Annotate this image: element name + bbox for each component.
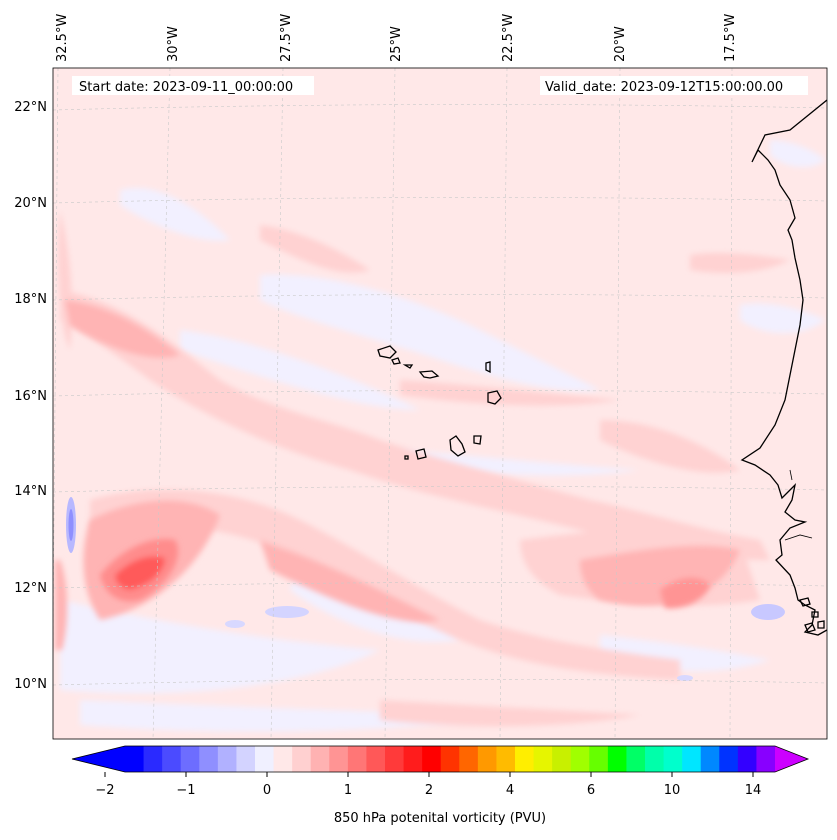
colorbar-segment — [589, 746, 609, 772]
colorbar-segments — [125, 746, 776, 772]
colorbar-segment — [570, 746, 590, 772]
lat-label: 18°N — [14, 292, 47, 307]
map-panel[interactable] — [52, 68, 827, 739]
start-date-label: Start date: 2023-09-11_00:00:00 — [79, 80, 293, 95]
lat-label: 22°N — [14, 100, 47, 115]
lat-label: 20°N — [14, 196, 47, 211]
pv-positive-strong — [100, 539, 710, 609]
colorbar-segment — [236, 746, 256, 772]
colorbar-segment — [180, 746, 200, 772]
colorbar-tick-label: 2 — [425, 783, 433, 798]
colorbar-segment — [385, 746, 405, 772]
cabo-verde-sao-nicolau — [402, 364, 414, 369]
colorbar-segment — [645, 746, 665, 772]
colorbar-tick-label: −2 — [95, 783, 114, 798]
colorbar-segment — [125, 746, 145, 772]
lon-label: 22.5°W — [501, 14, 516, 62]
colorbar-tick-label: 0 — [263, 783, 271, 798]
colorbar-segment — [440, 746, 460, 772]
colorbar-segment — [719, 746, 739, 772]
lat-label: 12°N — [14, 581, 47, 596]
colorbar-segment — [496, 746, 516, 772]
lat-label: 16°N — [14, 389, 47, 404]
colorbar-segment — [310, 746, 330, 772]
cabo-verde-brava — [404, 455, 409, 460]
colorbar: −2 −1 0 1 2 4 6 10 14 850 hPa potenital … — [71, 745, 810, 826]
colorbar-segment — [162, 746, 182, 772]
cabo-verde-santiago — [449, 435, 466, 457]
cabo-verde-sal — [485, 361, 491, 374]
colorbar-segment — [143, 746, 163, 772]
lac-de-guiers — [789, 469, 793, 481]
colorbar-segment — [682, 746, 702, 772]
coastlines — [377, 99, 827, 636]
colorbar-tick-label: −1 — [176, 783, 195, 798]
cabo-verde-sao-vicente — [391, 357, 401, 365]
lat-label: 14°N — [14, 484, 47, 499]
valid-date-label: Valid_date: 2023-09-12T15:00:00.00 — [545, 80, 783, 95]
lon-label: 32.5°W — [55, 14, 70, 62]
colorbar-tick-label: 6 — [587, 783, 595, 798]
colorbar-segment — [329, 746, 349, 772]
valid-date-box — [540, 76, 808, 95]
lon-label: 27.5°W — [279, 14, 294, 62]
colorbar-segment — [515, 746, 535, 772]
colorbar-outline — [71, 745, 810, 773]
colorbar-label: 850 hPa potenital vorticity (PVU) — [334, 811, 546, 826]
map-frame — [52, 67, 828, 740]
bijagos-islands — [799, 597, 825, 633]
colorbar-segment — [403, 746, 423, 772]
colorbar-segment — [217, 746, 238, 772]
africa-coast — [740, 99, 827, 636]
cabo-verde-santo-antao — [377, 345, 397, 359]
colorbar-segment — [756, 746, 776, 772]
colorbar-segment — [552, 746, 572, 772]
gambia-river — [784, 534, 813, 541]
start-date-box — [72, 76, 314, 95]
latitude-labels: 22°N 20°N 18°N 16°N 14°N 12°N 10°N — [14, 100, 47, 692]
colorbar-over-arrow — [775, 746, 808, 772]
lon-label: 17.5°W — [723, 14, 738, 62]
lon-label: 30°W — [166, 26, 181, 62]
colorbar-segment — [347, 746, 368, 772]
colorbar-tick-label: 14 — [745, 783, 762, 798]
colorbar-segment — [459, 746, 479, 772]
header-labels: Start date: 2023-09-11_00:00:00 Valid_da… — [72, 76, 808, 95]
colorbar-under-arrow — [72, 746, 125, 772]
lat-label: 10°N — [14, 677, 47, 692]
colorbar-segment — [607, 746, 628, 772]
colorbar-segment — [292, 746, 312, 772]
colorbar-segment — [663, 746, 683, 772]
gridlines — [53, 68, 827, 739]
cabo-verde-maio — [473, 435, 482, 445]
colorbar-segment — [422, 746, 442, 772]
lon-label: 20°W — [613, 26, 628, 62]
colorbar-ticks: −2 −1 0 1 2 4 6 10 14 — [95, 772, 761, 798]
colorbar-segment — [477, 746, 498, 772]
colorbar-tick-label: 10 — [664, 783, 681, 798]
pv-negative-regions — [60, 140, 825, 732]
colorbar-segment — [626, 746, 646, 772]
colorbar-segment — [255, 746, 275, 772]
colorbar-segment — [737, 746, 758, 772]
colorbar-segment — [533, 746, 553, 772]
colorbar-segment — [199, 746, 219, 772]
pv-negative-patches — [66, 497, 785, 681]
colorbar-segment — [366, 746, 386, 772]
colorbar-segment — [273, 746, 293, 772]
longitude-labels: 32.5°W 30°W 27.5°W 25°W 22.5°W 20°W 17.5… — [55, 14, 738, 62]
colorbar-tick-label: 1 — [344, 783, 352, 798]
cabo-verde-fogo — [415, 448, 427, 460]
cabo-verde-santa-luzia — [418, 370, 440, 379]
lon-label: 25°W — [389, 26, 404, 62]
cabo-verde-boa-vista — [487, 390, 502, 405]
colorbar-segment — [700, 746, 720, 772]
colorbar-tick-label: 4 — [506, 783, 514, 798]
